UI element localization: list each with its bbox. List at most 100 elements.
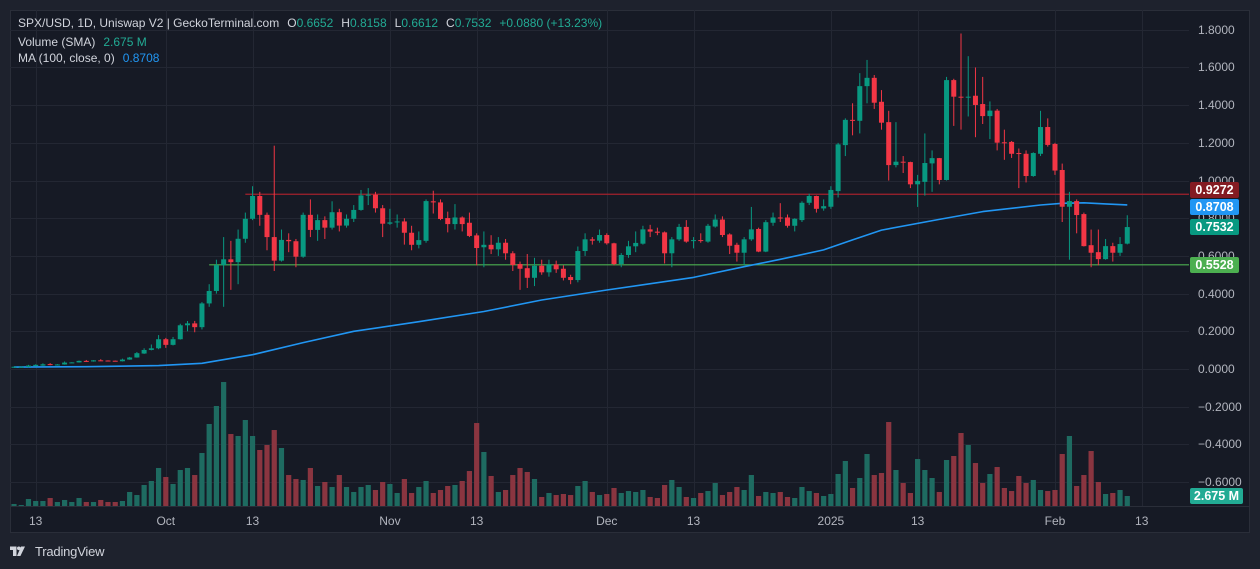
volume-bar xyxy=(278,447,285,506)
candle xyxy=(206,284,212,307)
candle-body xyxy=(799,202,805,221)
volume-bar xyxy=(90,502,97,506)
candle-body xyxy=(965,96,971,98)
volume-bar xyxy=(582,480,588,506)
price-tick-label: 1.4000 xyxy=(1198,98,1235,113)
volume-bar xyxy=(452,484,458,506)
candle xyxy=(799,201,805,223)
candle-body xyxy=(438,202,444,219)
candle xyxy=(662,231,668,264)
price-tick-label: −0.6000 xyxy=(1198,475,1242,490)
candle xyxy=(987,101,993,140)
legend-moving-average[interactable]: MA (100, close, 0) 0.8708 xyxy=(18,50,159,67)
time-tick-label: Oct xyxy=(156,514,176,528)
candle-body xyxy=(1030,153,1036,177)
candle xyxy=(62,361,68,365)
volume-bar xyxy=(502,490,509,506)
candle xyxy=(821,199,827,211)
candle-body xyxy=(828,189,834,207)
candle xyxy=(792,218,798,232)
volume-bar xyxy=(315,486,321,506)
volume-bar xyxy=(596,495,603,506)
candle xyxy=(293,238,299,268)
candle-body xyxy=(633,242,639,247)
volume-bar xyxy=(488,475,494,506)
candle xyxy=(553,260,559,273)
candle-body xyxy=(915,180,921,185)
candle xyxy=(1059,163,1065,223)
candle xyxy=(91,360,97,362)
ma-100-line xyxy=(13,202,1128,368)
price-tick-label: 0.0000 xyxy=(1198,361,1235,376)
candle-body xyxy=(944,80,950,180)
time-axis[interactable]: 13 Oct 13 Nov 13 Dec 13 2025 13 Feb 13 xyxy=(10,507,1189,533)
candle-body xyxy=(423,201,429,241)
candle-body xyxy=(994,110,1000,143)
volume-bar xyxy=(828,494,834,506)
legend-volume[interactable]: Volume (SMA) 2.675 M xyxy=(18,34,147,51)
candle xyxy=(698,233,704,243)
candle-body xyxy=(640,229,646,244)
candle-body xyxy=(1038,127,1044,154)
candle xyxy=(1088,229,1094,268)
candle xyxy=(329,201,335,230)
candle xyxy=(944,76,950,181)
candle-body xyxy=(727,234,733,246)
candle-body xyxy=(1001,142,1007,144)
volume-bar xyxy=(1030,479,1036,506)
plot-area[interactable] xyxy=(10,10,1189,506)
price-label-badge: 0.9272 xyxy=(1190,182,1239,199)
volume-bar xyxy=(163,476,169,506)
candle xyxy=(524,254,530,288)
price-tick-label: 0.4000 xyxy=(1198,286,1235,301)
volume-bar xyxy=(445,486,451,506)
time-tick-label: 13 xyxy=(1135,514,1149,528)
volume-bar xyxy=(11,503,17,506)
volume-bar xyxy=(119,500,126,506)
candle xyxy=(452,204,458,230)
volume-bar xyxy=(1124,496,1130,506)
volume-bar xyxy=(228,434,234,506)
candle xyxy=(170,336,176,346)
candle xyxy=(922,133,928,196)
candle xyxy=(127,356,133,360)
candle-body xyxy=(199,303,205,328)
volume-bar xyxy=(1023,483,1029,506)
candle-body xyxy=(387,222,393,224)
price-axis[interactable]: 1.80001.60001.40001.20001.00000.80000.60… xyxy=(1189,10,1250,506)
volume-bar xyxy=(148,480,154,506)
candle-body xyxy=(806,196,812,203)
ma-value: 0.8708 xyxy=(122,51,160,65)
candle xyxy=(618,253,624,268)
candle-body xyxy=(40,364,46,366)
volume-bar xyxy=(177,470,183,506)
price-label-badge: 0.7532 xyxy=(1190,219,1239,236)
time-tick-label: 13 xyxy=(245,514,260,528)
volume-bar xyxy=(358,487,364,506)
volume-bar xyxy=(842,460,848,506)
tradingview-attribution-link[interactable]: TradingView xyxy=(10,541,105,561)
volume-bar xyxy=(553,495,559,506)
candle xyxy=(401,218,407,245)
candle-body xyxy=(1023,153,1029,177)
time-tick-label: Dec xyxy=(596,514,618,528)
volume-bar xyxy=(33,500,39,506)
candle xyxy=(365,188,371,206)
candle xyxy=(307,199,313,238)
volume-bar xyxy=(1066,435,1073,506)
candle-body xyxy=(372,194,378,209)
candle-body xyxy=(821,206,827,209)
legend-main-series[interactable]: SPX/USD, 1D, Uniswap V2 | GeckoTerminal.… xyxy=(18,15,602,32)
time-tick-label: 13 xyxy=(910,514,925,528)
candle-body xyxy=(177,325,183,340)
candle-body xyxy=(936,158,942,180)
candle xyxy=(438,199,444,221)
candle xyxy=(806,193,812,206)
candle xyxy=(531,257,537,287)
candle xyxy=(886,110,892,181)
candle-body xyxy=(907,162,913,185)
volume-bar xyxy=(1009,491,1015,506)
volume-bar xyxy=(806,491,812,506)
volume-bar xyxy=(987,474,993,506)
candle-body xyxy=(618,254,624,265)
